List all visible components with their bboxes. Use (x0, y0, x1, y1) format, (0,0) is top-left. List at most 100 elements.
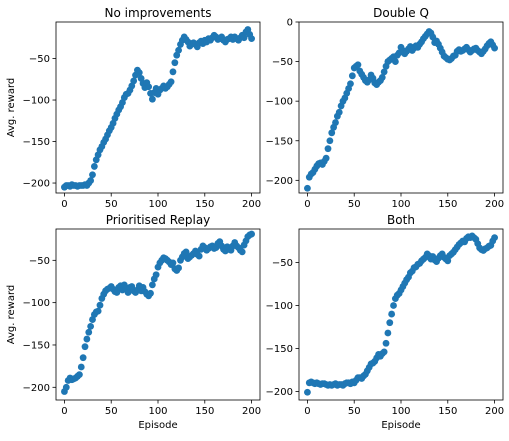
prioritised-replay-point (79, 354, 87, 362)
no-improvements-xtick-label: 100 (148, 199, 167, 210)
both-xlabel: Episode (381, 420, 420, 431)
double-q-point (324, 145, 332, 153)
prioritised-replay-xtick-label: 100 (148, 406, 167, 417)
double-q-xtick-label: 100 (391, 199, 410, 210)
no-improvements-point (145, 83, 153, 91)
double-q-points (304, 28, 498, 192)
prioritised-replay-frame (55, 228, 261, 401)
double-q-xtick-label: 50 (348, 199, 361, 210)
prioritised-replay-ylabel: Avg. reward (6, 285, 17, 345)
double-q-point (491, 44, 498, 52)
both-xtick-label: 100 (391, 406, 410, 417)
double-q-point (378, 74, 386, 81)
both-point (390, 302, 397, 309)
no-improvements-point (169, 68, 177, 76)
double-q-point (347, 80, 354, 88)
both-point (444, 257, 452, 265)
prioritised-replay-point (152, 271, 160, 279)
prioritised-replay-panel: Prioritised Replay 0 50 100 150 200 −200 −150 −1… (6, 213, 261, 431)
both-points (304, 232, 498, 396)
prioritised-replay-ytick-label: −100 (23, 298, 50, 309)
both-point (380, 348, 388, 356)
double-q-xtick-label: 0 (304, 199, 310, 210)
no-improvements-point (90, 163, 98, 170)
double-q-point (354, 61, 362, 69)
double-q-ytick-label: −50 (272, 57, 293, 68)
prioritised-replay-point (81, 343, 89, 351)
double-q-point (332, 119, 339, 126)
double-q-point (322, 154, 330, 162)
double-q-point (335, 108, 343, 116)
no-improvements-point (148, 95, 156, 103)
prioritised-replay-point (238, 248, 246, 256)
no-improvements-point (87, 177, 95, 184)
prioritised-replay-xlabel: Episode (138, 420, 177, 431)
prioritised-replay-ytick-label: −50 (29, 256, 50, 267)
double-q-title: Double Q (373, 6, 429, 20)
prioritised-replay-point (83, 335, 91, 343)
both-ytick-label: −50 (272, 258, 293, 269)
prioritised-replay-point (195, 252, 203, 260)
no-improvements-point (175, 46, 182, 54)
prioritised-replay-point (96, 301, 104, 309)
prioritised-replay-point (182, 248, 190, 256)
prioritised-replay-point (75, 371, 83, 379)
prioritised-replay-point (77, 363, 85, 371)
prioritised-replay-point (248, 230, 255, 238)
both-title: Both (387, 213, 415, 227)
double-q-ytick-label: −200 (266, 176, 293, 187)
no-improvements-ylabel: Avg. reward (6, 78, 17, 138)
no-improvements-point (171, 59, 179, 67)
no-improvements-xtick-label: 0 (61, 199, 67, 210)
prioritised-replay-ytick-label: −200 (23, 383, 50, 394)
both-ytick-label: −150 (266, 344, 293, 355)
no-improvements-xtick-label: 200 (242, 199, 261, 210)
prioritised-replay-point (94, 307, 102, 315)
both-ytick-label: −100 (266, 301, 293, 312)
no-improvements-ytick-label: −150 (23, 137, 50, 148)
no-improvements-xtick-label: 50 (105, 199, 118, 210)
prioritised-replay-xtick-label: 0 (61, 406, 67, 417)
prioritised-replay-xtick-label: 200 (242, 406, 261, 417)
prioritised-replay-point (175, 264, 182, 272)
no-improvements-point (89, 171, 96, 179)
both-xtick-label: 0 (304, 406, 310, 417)
both-point (384, 329, 392, 337)
no-improvements-point (130, 77, 138, 85)
both-xtick-label: 150 (438, 406, 457, 417)
prioritised-replay-point (85, 328, 93, 336)
prioritised-replay-xtick-label: 50 (105, 406, 118, 417)
no-improvements-point (167, 78, 175, 86)
both-point (388, 310, 396, 318)
both-panel: Both 0 50 100 150 200 −200 −150 −100 −50 Episode (266, 213, 505, 431)
no-improvements-point (248, 35, 255, 43)
double-q-frame (298, 21, 504, 194)
double-q-ytick-label: 0 (287, 18, 293, 29)
both-frame (298, 228, 504, 401)
double-q-point (326, 137, 334, 145)
no-improvements-ytick-label: −50 (29, 54, 50, 65)
double-q-point (391, 58, 399, 65)
both-point (382, 339, 390, 347)
double-q-point (304, 184, 311, 192)
both-point (304, 388, 311, 396)
no-improvements-panel: No improvements 0 50 100 150 200 −200 −150 −100 −… (6, 6, 261, 210)
double-q-ytick-label: −100 (266, 97, 293, 108)
double-q-point (380, 68, 388, 76)
double-q-ytick-label: −150 (266, 136, 293, 147)
double-q-xtick-label: 200 (485, 199, 504, 210)
no-improvements-xtick-label: 150 (195, 199, 214, 210)
prioritised-replay-points (61, 230, 255, 395)
prioritised-replay-point (147, 289, 154, 297)
no-improvements-ytick-label: −200 (23, 179, 50, 190)
prioritised-replay-point (169, 259, 177, 267)
no-improvements-title: No improvements (105, 6, 212, 20)
double-q-point (328, 129, 336, 137)
no-improvements-point (135, 69, 143, 77)
both-ytick-label: −200 (266, 387, 293, 398)
no-improvements-frame (55, 21, 261, 194)
prioritised-replay-point (62, 383, 70, 391)
both-xtick-label: 50 (348, 406, 361, 417)
no-improvements-points (61, 26, 255, 191)
